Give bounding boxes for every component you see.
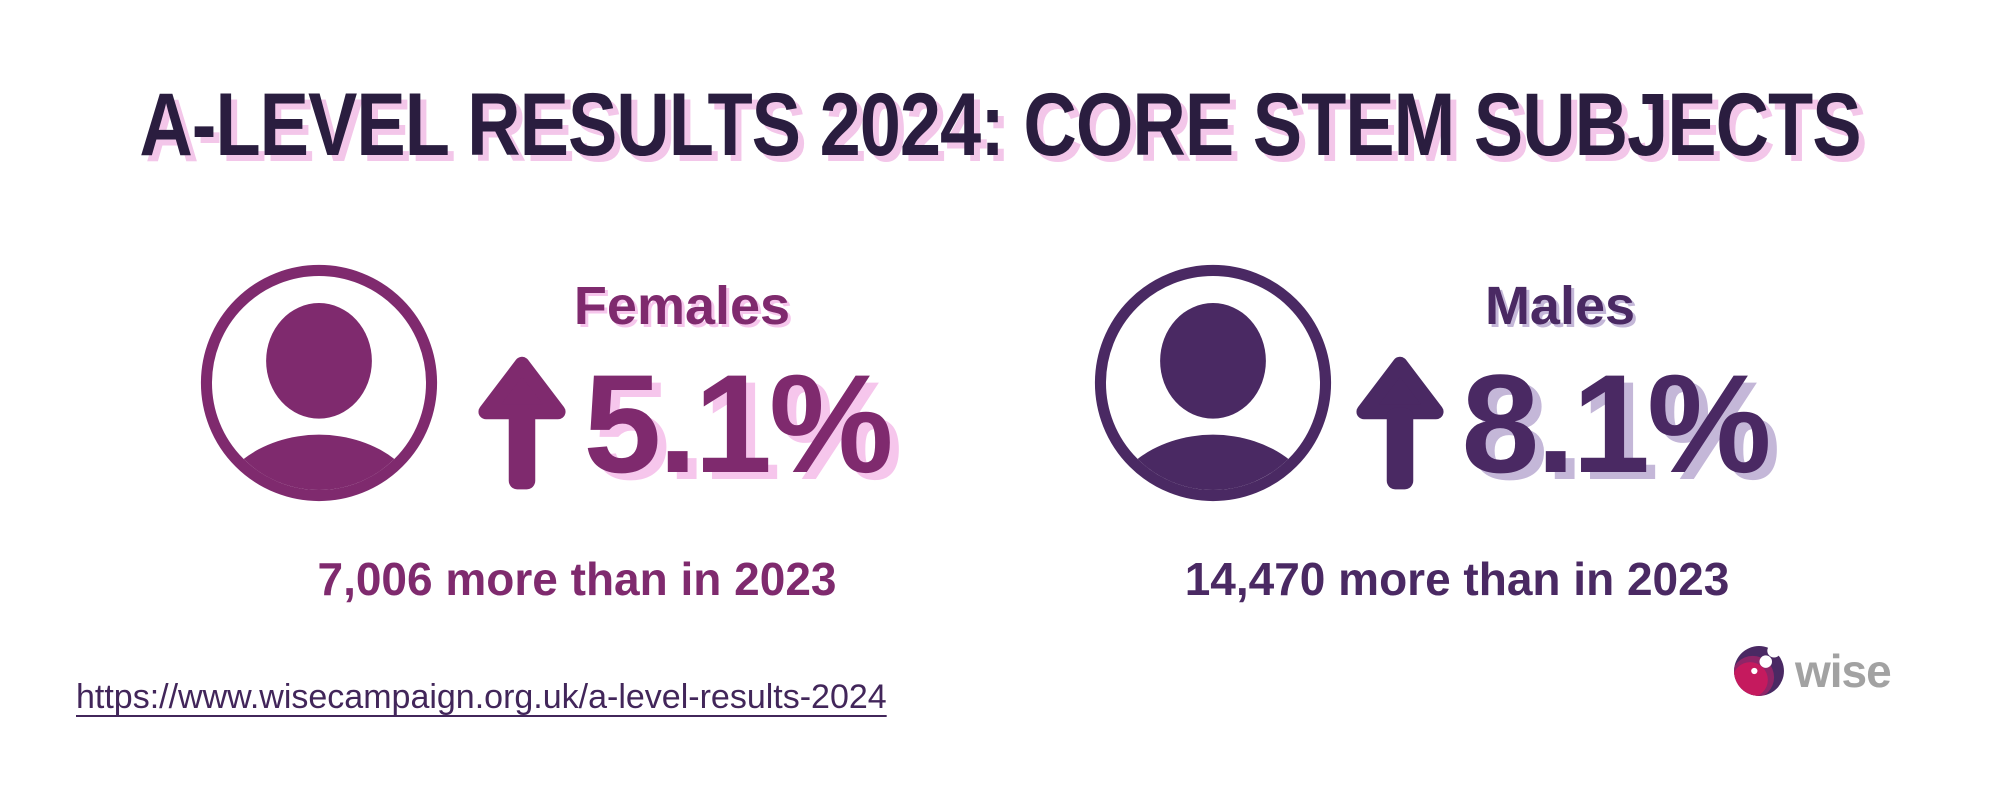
source-link[interactable]: https://www.wisecampaign.org.uk/a-level-… (76, 678, 887, 716)
male-person-icon (1094, 264, 1332, 502)
female-percent-value: 5.1% (583, 345, 893, 502)
page-title: A-LEVEL RESULTS 2024: CORE STEM SUBJECTS (139, 74, 1861, 174)
wise-wordmark: wise (1795, 645, 1892, 697)
male-stat-row: 8.1% (1351, 345, 1772, 502)
up-arrow-icon (1356, 356, 1444, 490)
female-label: Females (573, 276, 791, 336)
male-percent-value: 8.1% (1461, 345, 1771, 502)
male-stat-group: Males 8.1% (1330, 275, 1790, 495)
female-stat-row: 5.1% (473, 345, 894, 502)
title-row: A-LEVEL RESULTS 2024: CORE STEM SUBJECTS (0, 78, 2000, 171)
up-arrow-icon (478, 356, 566, 490)
wise-brand: wise (1733, 645, 1892, 697)
wise-logo-icon (1734, 645, 1784, 696)
male-delta-caption: 14,470 more than in 2023 (1184, 553, 1730, 605)
female-person-icon (200, 264, 438, 502)
female-delta-caption: 7,006 more than in 2023 (317, 553, 837, 605)
female-stat-group: Females 5.1% (452, 275, 912, 495)
male-label: Males (1484, 276, 1636, 336)
